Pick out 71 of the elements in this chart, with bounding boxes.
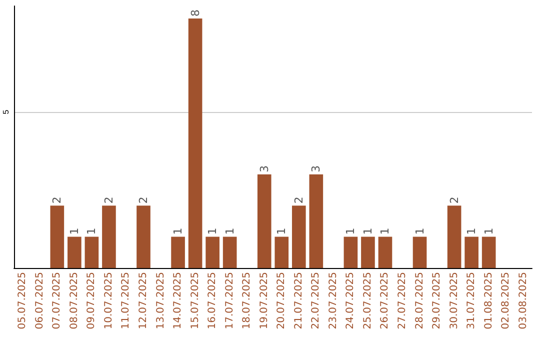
x-tick-label: 31.07.2025 [466,272,478,330]
bar [84,236,99,268]
x-tick-label: 30.07.2025 [448,272,460,330]
y-tick-label: 5 [2,109,10,114]
x-tick-label: 19.07.2025 [258,272,270,330]
data-label: 8 [188,9,202,16]
x-tick-label: 21.07.2025 [293,272,304,330]
bar [50,206,64,268]
data-label: 1 [465,228,478,235]
data-label: 2 [448,196,461,204]
data-label: 1 [361,228,374,235]
bar [188,18,202,268]
x-tick-label: 02.08.2025 [500,272,512,330]
bar [222,236,237,268]
bar [206,236,220,268]
bar [464,236,478,268]
data-label: 1 [482,228,496,235]
bar [274,236,289,268]
x-tick-label: 28.07.2025 [414,272,426,330]
bar [68,236,82,268]
x-tick-label: 07.07.2025 [52,272,63,330]
data-label: 1 [85,228,98,235]
data-label: 2 [137,196,150,204]
x-tick-label: 03.08.2025 [518,272,529,330]
x-tick-label: 13.07.2025 [155,272,166,330]
bar [447,206,462,268]
x-tick-label: 16.07.2025 [207,272,218,330]
x-tick-label: 25.07.2025 [362,272,374,330]
data-label: 2 [102,196,116,204]
x-tick-label: 10.07.2025 [103,272,114,330]
data-label: 3 [310,165,323,172]
x-tick-label: 06.07.2025 [34,272,46,330]
x-tick-label: 08.07.2025 [68,272,80,330]
x-tick-label: 01.08.2025 [483,272,494,330]
x-tick-label: 23.07.2025 [328,272,339,330]
bar [309,174,324,268]
x-tick-label: 09.07.2025 [86,272,98,330]
x-tick-label: 20.07.2025 [276,272,288,330]
x-tick-label: 17.07.2025 [224,272,236,330]
bar [171,236,185,268]
bar [292,206,306,268]
data-label: 2 [292,196,306,204]
x-tick-label: 27.07.2025 [397,272,408,330]
data-label: 1 [275,228,288,235]
bar [378,236,392,268]
x-tick-label: 15.07.2025 [190,272,201,330]
bar [344,236,358,268]
bar [257,174,272,268]
data-label: 1 [68,228,81,235]
x-tick-label: 26.07.2025 [380,272,391,330]
x-tick-label: 18.07.2025 [242,272,253,330]
bar [136,206,150,268]
bar [482,236,496,268]
bar [412,236,427,268]
data-label: 1 [206,228,220,235]
x-tick-label: 05.07.2025 [17,272,28,330]
bar [361,236,375,268]
x-tick-label: 29.07.2025 [432,272,443,330]
data-label: 1 [223,228,236,235]
x-tick-label: 11.07.2025 [120,272,132,330]
data-label: 1 [378,228,392,235]
bar [102,206,116,268]
data-label: 2 [50,196,64,204]
x-tick-label: 14.07.2025 [172,272,184,330]
x-tick-label: 22.07.2025 [310,272,322,330]
data-label: 1 [344,228,358,235]
data-label: 3 [258,165,271,172]
x-tick-label: 12.07.2025 [138,272,149,330]
x-tick-label: 24.07.2025 [345,272,356,330]
data-label: 1 [172,228,185,235]
data-label: 1 [413,228,426,235]
